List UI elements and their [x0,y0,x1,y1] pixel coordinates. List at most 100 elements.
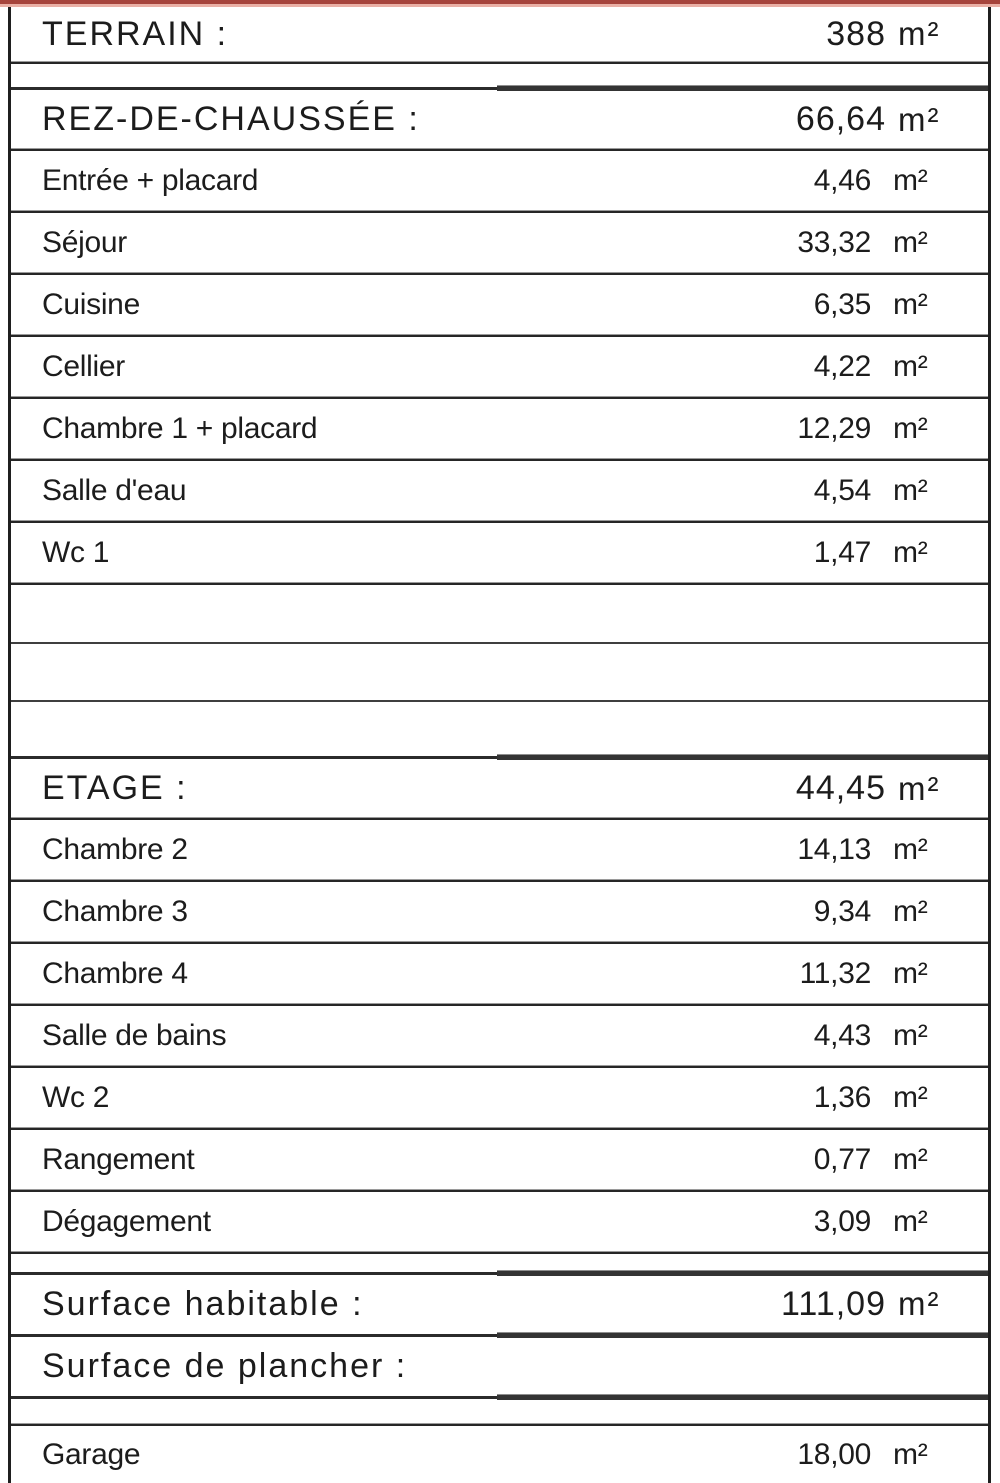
rdc-header-value: 66,64 [795,100,886,138]
row-divider [11,817,988,820]
table-row: Rangement 0,77 m² [11,1130,988,1189]
divider-left-segment [11,1395,497,1399]
area-unit: m² [893,894,928,928]
row-divider-thin [11,642,988,644]
divider-left-segment [11,1333,497,1337]
area-unit: m² [893,1204,928,1238]
table-row: Séjour 33,32 m² [11,213,988,272]
row-divider [11,1003,988,1006]
section-divider [11,1394,988,1400]
table-row: Cuisine 6,35 m² [11,275,988,334]
area-unit: m² [893,287,928,321]
divider-left-segment [11,86,497,90]
table-row-terrain: TERRAIN : 388 m² [11,7,988,61]
terrain-unit: m² [898,15,941,52]
table-row-garage: Garage 18,00 m² [11,1426,988,1483]
surface-plancher-label: Surface de plancher : [42,1346,408,1385]
area-value: 0,77 [813,1142,872,1176]
surface-habitable-unit: m² [898,1285,941,1322]
garage-label: Garage [42,1437,141,1471]
area-unit: m² [893,832,928,866]
area-unit: m² [893,1080,928,1114]
etage-header-value: 44,45 [795,769,886,807]
room-label: Salle d'eau [42,473,187,507]
rdc-header-unit: m² [898,100,941,138]
area-value: 4,54 [813,473,872,507]
area-value: 1,36 [813,1080,872,1114]
area-value: 3,09 [813,1204,872,1238]
etage-header-label: ETAGE : [42,769,188,807]
surface-habitable-value: 111,09 [781,1284,886,1323]
area-value: 9,34 [813,894,872,928]
spacer-row [11,64,988,85]
table-row: Salle de bains 4,43 m² [11,1006,988,1065]
area-value: 33,32 [797,225,871,259]
surface-table: TERRAIN : 388 m² REZ-DE-CHAUSSÉE : 66,64… [8,7,991,1483]
table-row: Salle d'eau 4,54 m² [11,461,988,520]
top-accent-bar-dark [0,0,1000,4]
row-divider [11,582,988,585]
row-divider [11,1189,988,1192]
area-value: 14,13 [797,832,871,866]
rdc-header-label: REZ-DE-CHAUSSÉE : [42,100,420,138]
divider-right-segment [497,85,988,91]
divider-right-segment [497,1270,988,1276]
spacer-row [11,1400,988,1423]
empty-row [11,644,988,700]
room-label: Chambre 2 [42,832,188,866]
row-divider [11,941,988,944]
table-row: Chambre 4 11,32 m² [11,944,988,1003]
table-row-rdc-header: REZ-DE-CHAUSSÉE : 66,64 m² [11,91,988,148]
section-divider [11,1270,988,1276]
room-label: Wc 2 [42,1080,110,1114]
row-divider [11,879,988,882]
area-unit: m² [893,535,928,569]
empty-row [11,702,988,754]
row-divider [11,61,988,64]
row-divider [11,1065,988,1068]
table-row: Wc 2 1,36 m² [11,1068,988,1127]
area-value: 4,22 [813,349,872,383]
surface-habitable-label: Surface habitable : [42,1284,364,1323]
room-label: Chambre 3 [42,894,188,928]
area-unit: m² [893,1142,928,1176]
table-row: Chambre 1 + placard 12,29 m² [11,399,988,458]
area-unit: m² [893,411,928,445]
empty-row [11,585,988,642]
row-divider [11,458,988,461]
section-divider [11,1332,988,1338]
room-label: Entrée + placard [42,163,259,197]
divider-left-segment [11,755,497,759]
row-divider-thin [11,700,988,702]
room-label: Dégagement [42,1204,211,1238]
row-divider [11,520,988,523]
top-accent-bar [0,0,1000,7]
room-label: Salle de bains [42,1018,227,1052]
area-unit: m² [893,956,928,990]
room-label: Chambre 1 + placard [42,411,318,445]
top-accent-bar-light [0,4,1000,7]
row-divider [11,1127,988,1130]
table-row: Cellier 4,22 m² [11,337,988,396]
divider-left-segment [11,1271,497,1275]
room-label: Rangement [42,1142,195,1176]
area-value: 1,47 [813,535,872,569]
area-unit: m² [893,225,928,259]
area-value: 12,29 [797,411,871,445]
area-value: 4,46 [813,163,872,197]
area-unit: m² [893,349,928,383]
section-divider [11,85,988,91]
room-label: Cuisine [42,287,140,321]
area-value: 11,32 [799,956,872,990]
garage-value: 18,00 [797,1437,871,1471]
area-unit: m² [893,1018,928,1052]
table-row-surface-plancher: Surface de plancher : [11,1338,988,1394]
table-row: Entrée + placard 4,46 m² [11,151,988,210]
room-label: Wc 1 [42,535,110,569]
area-unit: m² [893,473,928,507]
terrain-value: 388 [826,14,886,53]
table-row: Chambre 2 14,13 m² [11,820,988,879]
row-divider [11,148,988,151]
section-divider [11,754,988,760]
room-label: Chambre 4 [42,956,188,990]
